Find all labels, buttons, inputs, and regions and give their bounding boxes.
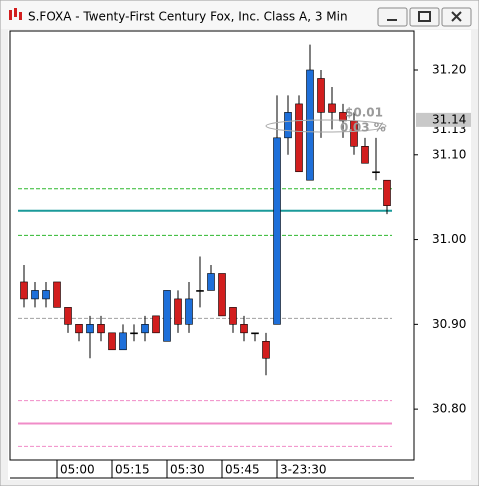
candle-body — [42, 290, 50, 300]
plot-area — [9, 30, 415, 461]
candle-body — [163, 290, 171, 342]
x-tick-label: 05:00 — [60, 463, 95, 477]
y-tick-label: 31.00 — [432, 232, 466, 246]
app-icon — [9, 8, 22, 20]
candle-body — [372, 171, 380, 174]
candle-body — [240, 324, 248, 334]
candle-body — [141, 324, 149, 334]
candle-body — [130, 332, 138, 335]
y-tick-label: 30.80 — [432, 402, 466, 416]
candle-body — [251, 332, 259, 335]
candle-body — [339, 112, 347, 122]
x-tick-label: 3-23:30 — [280, 463, 327, 477]
last-price-label: 31.14 — [432, 112, 466, 126]
candle-body — [152, 315, 160, 334]
candle-body — [86, 324, 94, 334]
x-tick-label: 05:45 — [225, 463, 260, 477]
candle-body — [361, 146, 369, 164]
candle-body — [20, 281, 28, 300]
maximize-button[interactable] — [409, 7, 440, 27]
candle-body — [31, 290, 39, 300]
minimize-button[interactable] — [377, 7, 408, 27]
x-tick-label: 05:30 — [170, 463, 205, 477]
candle-body — [383, 179, 391, 206]
candle-body — [218, 273, 226, 317]
candle-body — [273, 137, 281, 325]
candle-body — [306, 69, 314, 181]
annotation-text: $0.01 — [345, 106, 383, 120]
y-tick-label: 31.10 — [432, 147, 466, 161]
annotation-ellipse — [265, 119, 387, 133]
candle-body — [185, 298, 193, 325]
candle-body — [284, 112, 292, 139]
candle-body — [75, 324, 83, 334]
candle-body — [53, 281, 61, 308]
x-tick-label: 05:15 — [115, 463, 150, 477]
candle-body — [262, 341, 270, 359]
candle-body — [119, 332, 127, 351]
candle-body — [64, 307, 72, 325]
candle-body — [295, 103, 303, 173]
window-title: S.FOXA - Twenty-First Century Fox, Inc. … — [28, 10, 348, 24]
candle-body — [196, 290, 204, 292]
close-button[interactable] — [441, 7, 472, 27]
candle-body — [174, 298, 182, 325]
candle-body — [328, 103, 336, 113]
y-tick-label: 30.90 — [432, 317, 466, 331]
candle-body — [97, 324, 105, 334]
candle-body — [108, 332, 116, 351]
candle-body — [207, 273, 215, 291]
y-tick-label: 31.20 — [432, 63, 466, 77]
candle-body — [317, 78, 325, 113]
candle-body — [229, 307, 237, 325]
annotation-text: 0.03 % — [340, 121, 386, 135]
last-price-box — [416, 112, 471, 127]
